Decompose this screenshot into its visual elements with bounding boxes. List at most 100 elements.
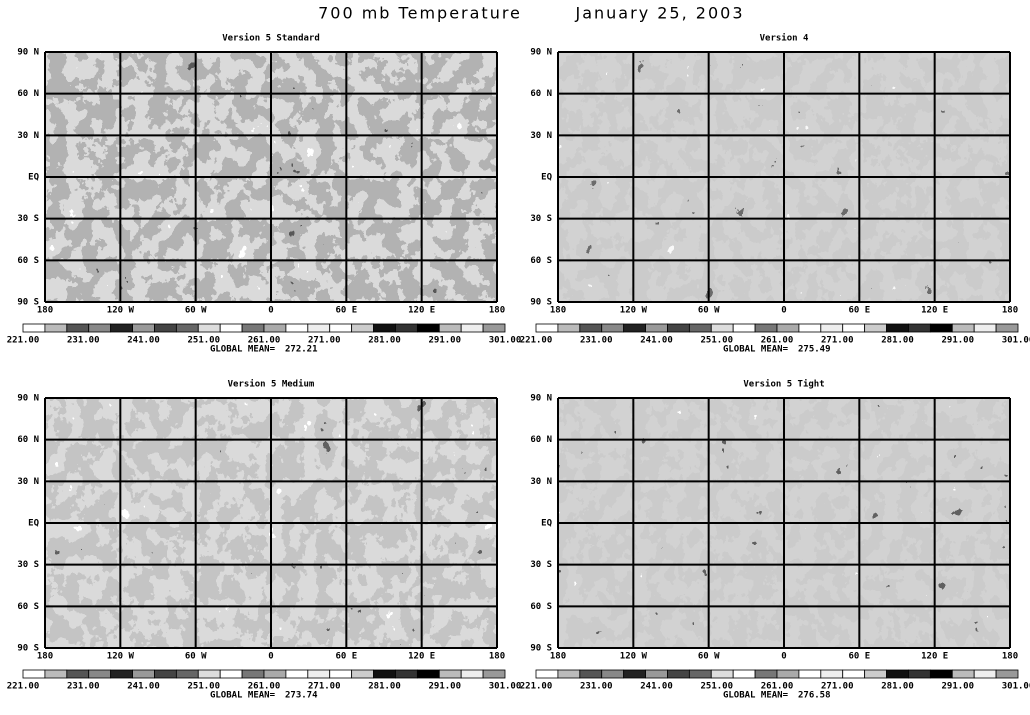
colorbar-box [929, 323, 953, 333]
colorbar-label: 291.00 [941, 682, 974, 692]
colorbar-box [754, 669, 778, 679]
lon-label: 60 E [848, 652, 870, 662]
lon-label: 180 [37, 306, 53, 316]
mean-value: 276.58 [798, 691, 831, 701]
colorbar-box [460, 323, 484, 333]
lat-label: 60 N [530, 435, 552, 445]
colorbar-box [864, 323, 887, 333]
lat-label: 90 S [17, 298, 39, 308]
colorbar-box [535, 669, 559, 679]
colorbar-box [776, 669, 800, 679]
colorbar-label: 271.00 [821, 336, 854, 346]
lat-label: 90 N [17, 48, 39, 58]
colorbar-box [241, 669, 265, 679]
colorbar-label: 251.00 [700, 682, 733, 692]
colorbar-label: 221.00 [7, 336, 40, 346]
colorbar-box [175, 323, 199, 333]
lon-label: 120 W [620, 306, 648, 316]
colorbar-box [864, 669, 887, 679]
colorbar-box [579, 323, 603, 333]
lon-label: 120 E [921, 306, 948, 316]
colorbar-label: 221.00 [7, 682, 40, 692]
colorbar-label: 271.00 [821, 682, 854, 692]
colorbar-box [416, 669, 440, 679]
colorbar-box [886, 669, 909, 679]
colorbar-label: 281.00 [881, 336, 914, 346]
colorbar-box [995, 323, 1019, 333]
colorbar-label: 271.00 [308, 682, 341, 692]
colorbar-box [197, 323, 221, 333]
colorbar-box [973, 323, 997, 333]
lon-label: 120 E [408, 306, 435, 316]
mean-label: GLOBAL MEAN= [210, 691, 276, 701]
lat-label: 60 N [17, 89, 39, 99]
colorbar-box [219, 323, 243, 333]
colorbar-label: 251.00 [187, 682, 220, 692]
lon-label: 0 [781, 306, 786, 316]
panel-title: Version 4 [760, 33, 809, 44]
colorbar-box [241, 323, 265, 333]
lon-label: 60 W [185, 306, 207, 316]
lon-label: 0 [781, 652, 786, 662]
colorbar-label: 231.00 [67, 336, 100, 346]
colorbar-box [886, 323, 909, 333]
colorbar-box [688, 323, 712, 333]
colorbar-box [951, 323, 975, 333]
lon-label: 180 [37, 652, 53, 662]
lat-label: 30 N [17, 131, 39, 141]
lon-label: 180 [550, 652, 566, 662]
colorbar-box [667, 669, 690, 679]
lat-label: EQ [28, 519, 39, 529]
lat-label: 30 S [530, 560, 552, 570]
lat-label: 90 N [530, 394, 552, 404]
colorbar-box [754, 323, 778, 333]
colorbar-box [88, 669, 112, 679]
lat-label: 60 N [530, 89, 552, 99]
colorbar-box [44, 669, 68, 679]
lon-label: 180 [1002, 306, 1018, 316]
colorbar-box [798, 323, 822, 333]
lon-label: 120 E [408, 652, 435, 662]
lon-label: 60 W [698, 306, 720, 316]
mean-label: GLOBAL MEAN= [723, 345, 789, 355]
lat-label: 60 S [17, 602, 39, 612]
lon-label: 120 W [107, 306, 135, 316]
lon-label: 180 [489, 306, 505, 316]
lat-label: EQ [28, 173, 39, 183]
colorbar-box [175, 669, 199, 679]
mean-value: 272.21 [285, 345, 318, 355]
colorbar-box [623, 669, 646, 679]
colorbar-label: 241.00 [640, 682, 673, 692]
colorbar-label: 291.00 [428, 336, 461, 346]
colorbar-box [307, 323, 331, 333]
colorbar-label: 281.00 [368, 336, 401, 346]
lat-label: 30 N [530, 131, 552, 141]
colorbar-box [798, 669, 822, 679]
mean-value: 273.74 [285, 691, 318, 701]
colorbar-box [710, 323, 734, 333]
colorbar-box [66, 323, 90, 333]
colorbar-box [395, 323, 418, 333]
colorbar-box [351, 323, 374, 333]
colorbar-label: 231.00 [580, 682, 613, 692]
colorbar-box [557, 669, 581, 679]
mean-label: GLOBAL MEAN= [210, 345, 276, 355]
colorbar-label: 291.00 [428, 682, 461, 692]
colorbar-box [438, 323, 462, 333]
colorbar-box [482, 669, 506, 679]
colorbar-label: 271.00 [308, 336, 341, 346]
colorbar-box [373, 323, 396, 333]
panel-title: Version 5 Medium [228, 379, 315, 390]
colorbar-box [44, 323, 68, 333]
colorbar-box [132, 669, 155, 679]
colorbar-box [219, 669, 243, 679]
lon-label: 60 W [698, 652, 720, 662]
colorbar-box [908, 323, 931, 333]
colorbar-box [645, 669, 668, 679]
lon-label: 120 W [107, 652, 135, 662]
lat-label: EQ [541, 173, 552, 183]
lat-label: 60 S [530, 256, 552, 266]
colorbar-label: 241.00 [127, 336, 160, 346]
colorbar-label: 231.00 [67, 682, 100, 692]
